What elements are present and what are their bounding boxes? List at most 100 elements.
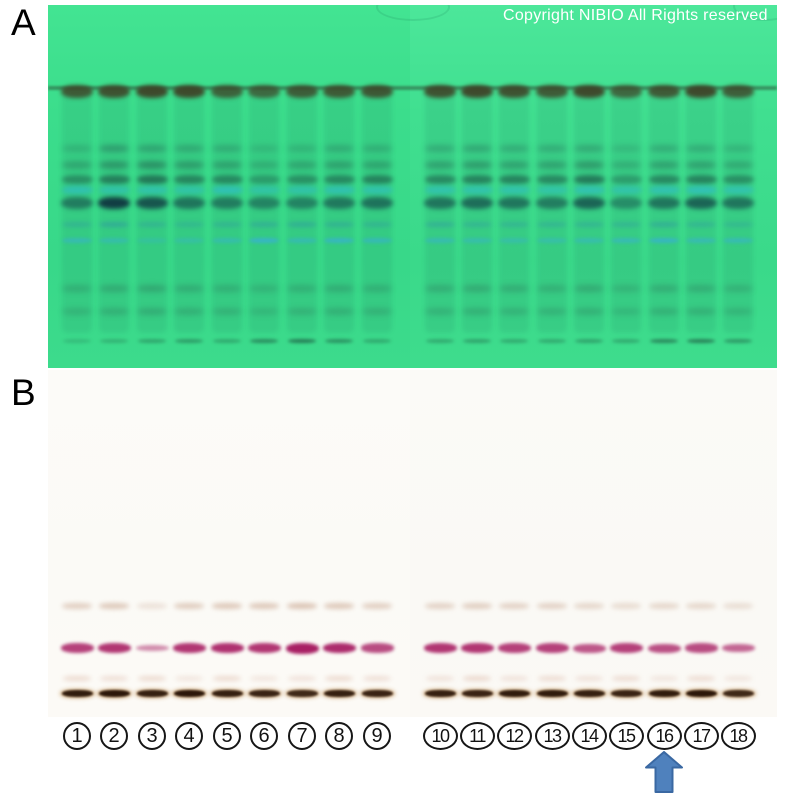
b-band-magenta <box>647 643 681 653</box>
a-band-faint-upper <box>249 144 279 152</box>
a-band-low-faint-2 <box>212 307 242 315</box>
a-band-blue-faint <box>723 221 753 227</box>
a-band-faint-upper <box>723 144 753 152</box>
b-band-dark-brown <box>610 689 642 697</box>
a-band-faint-upper <box>425 144 455 152</box>
a-band-blue-faint <box>425 221 455 227</box>
a-band-bright-cyan <box>537 237 567 243</box>
lane-number-5: 5 <box>213 722 241 750</box>
a-band-green <box>324 161 354 169</box>
a-band-bright-cyan <box>99 237 129 243</box>
lane-column <box>324 93 354 333</box>
a-band-cyan <box>61 186 93 194</box>
a-band-low-faint-2 <box>425 307 455 315</box>
a-band-dark-blue <box>722 197 754 209</box>
b-band-tan-faint <box>249 603 279 609</box>
lane-number-16: 16 <box>646 722 682 750</box>
b-band-dark-brown <box>573 689 605 697</box>
b-band-tan-faint <box>425 603 455 609</box>
lane-column <box>499 93 529 333</box>
b-band-tan-faint <box>462 603 492 609</box>
a-band-cyan <box>136 186 168 194</box>
a-band-bright-cyan <box>324 237 354 243</box>
a-band-bottom-dash <box>538 339 566 343</box>
a-band-blue-faint <box>99 221 129 227</box>
a-band-green <box>137 161 167 169</box>
a-band-bright-cyan <box>723 237 753 243</box>
a-band-faint-upper <box>137 144 167 152</box>
a-band-dark-blue <box>498 197 530 209</box>
b-band-magenta <box>60 643 94 653</box>
lane-number-4: 4 <box>175 722 203 750</box>
a-band-blue-faint <box>686 221 716 227</box>
a-origin-band <box>498 84 530 98</box>
panel-b-bands <box>48 370 777 717</box>
a-band-bright-cyan <box>686 237 716 243</box>
a-band-green <box>462 161 492 169</box>
a-band-low-faint-1 <box>611 284 641 292</box>
b-band-tan-faint <box>723 603 753 609</box>
b-band-magenta <box>135 644 169 652</box>
a-origin-band <box>61 84 93 98</box>
a-band-dark-green <box>211 174 243 184</box>
a-band-bottom-dash <box>426 339 454 343</box>
a-band-faint-upper <box>649 144 679 152</box>
a-band-faint-upper <box>324 144 354 152</box>
lane-column <box>212 93 242 333</box>
a-band-dark-blue <box>461 197 493 209</box>
panel-a-bands <box>48 5 777 368</box>
b-band-tan-faint <box>499 603 529 609</box>
lane-column <box>462 93 492 333</box>
lane-column <box>137 93 167 333</box>
b-band-tan-faint <box>212 603 242 609</box>
a-band-faint-upper <box>287 144 317 152</box>
a-band-faint-upper <box>574 144 604 152</box>
a-band-green <box>686 161 716 169</box>
a-band-bottom-dash <box>463 339 491 343</box>
lane-number-14: 14 <box>571 722 607 750</box>
a-band-dark-green <box>136 174 168 184</box>
b-band-dark-brown <box>136 689 168 697</box>
b-band-magenta <box>172 643 206 653</box>
a-band-low-faint-2 <box>137 307 167 315</box>
a-band-green <box>174 161 204 169</box>
b-band-pink-faint <box>63 675 91 681</box>
a-band-dark-blue <box>286 197 318 209</box>
a-band-blue-faint <box>611 221 641 227</box>
b-band-pink-faint <box>288 675 316 681</box>
a-band-bright-cyan <box>574 237 604 243</box>
b-band-tan-faint <box>537 603 567 609</box>
b-band-pink-faint <box>100 675 128 681</box>
b-band-dark-brown <box>685 689 717 697</box>
b-band-magenta <box>285 642 319 654</box>
a-band-low-faint-1 <box>174 284 204 292</box>
b-band-tan-faint <box>99 603 129 609</box>
a-band-bottom-dash <box>363 339 391 343</box>
a-band-bright-cyan <box>499 237 529 243</box>
a-band-low-faint-1 <box>362 284 392 292</box>
b-band-dark-brown <box>461 689 493 697</box>
a-origin-band <box>424 84 456 98</box>
b-band-pink-faint <box>724 675 752 681</box>
lane-number-11: 11 <box>459 722 495 750</box>
a-band-low-faint-1 <box>462 284 492 292</box>
b-band-magenta <box>684 643 718 653</box>
a-origin-band <box>173 84 205 98</box>
a-band-dark-blue <box>61 197 93 209</box>
b-band-tan-faint <box>174 603 204 609</box>
lane-number-7: 7 <box>288 722 316 750</box>
a-band-low-faint-2 <box>574 307 604 315</box>
a-band-bottom-dash <box>687 339 715 343</box>
b-band-pink-faint <box>213 675 241 681</box>
b-band-magenta <box>535 643 569 653</box>
a-band-low-faint-2 <box>174 307 204 315</box>
b-band-pink-faint <box>175 675 203 681</box>
a-band-dark-blue <box>136 197 168 209</box>
a-band-faint-upper <box>499 144 529 152</box>
a-band-cyan <box>211 186 243 194</box>
panel-b-left-half <box>48 370 410 717</box>
a-band-faint-upper <box>462 144 492 152</box>
a-band-low-faint-1 <box>287 284 317 292</box>
a-band-bright-cyan <box>174 237 204 243</box>
a-band-bottom-dash <box>612 339 640 343</box>
